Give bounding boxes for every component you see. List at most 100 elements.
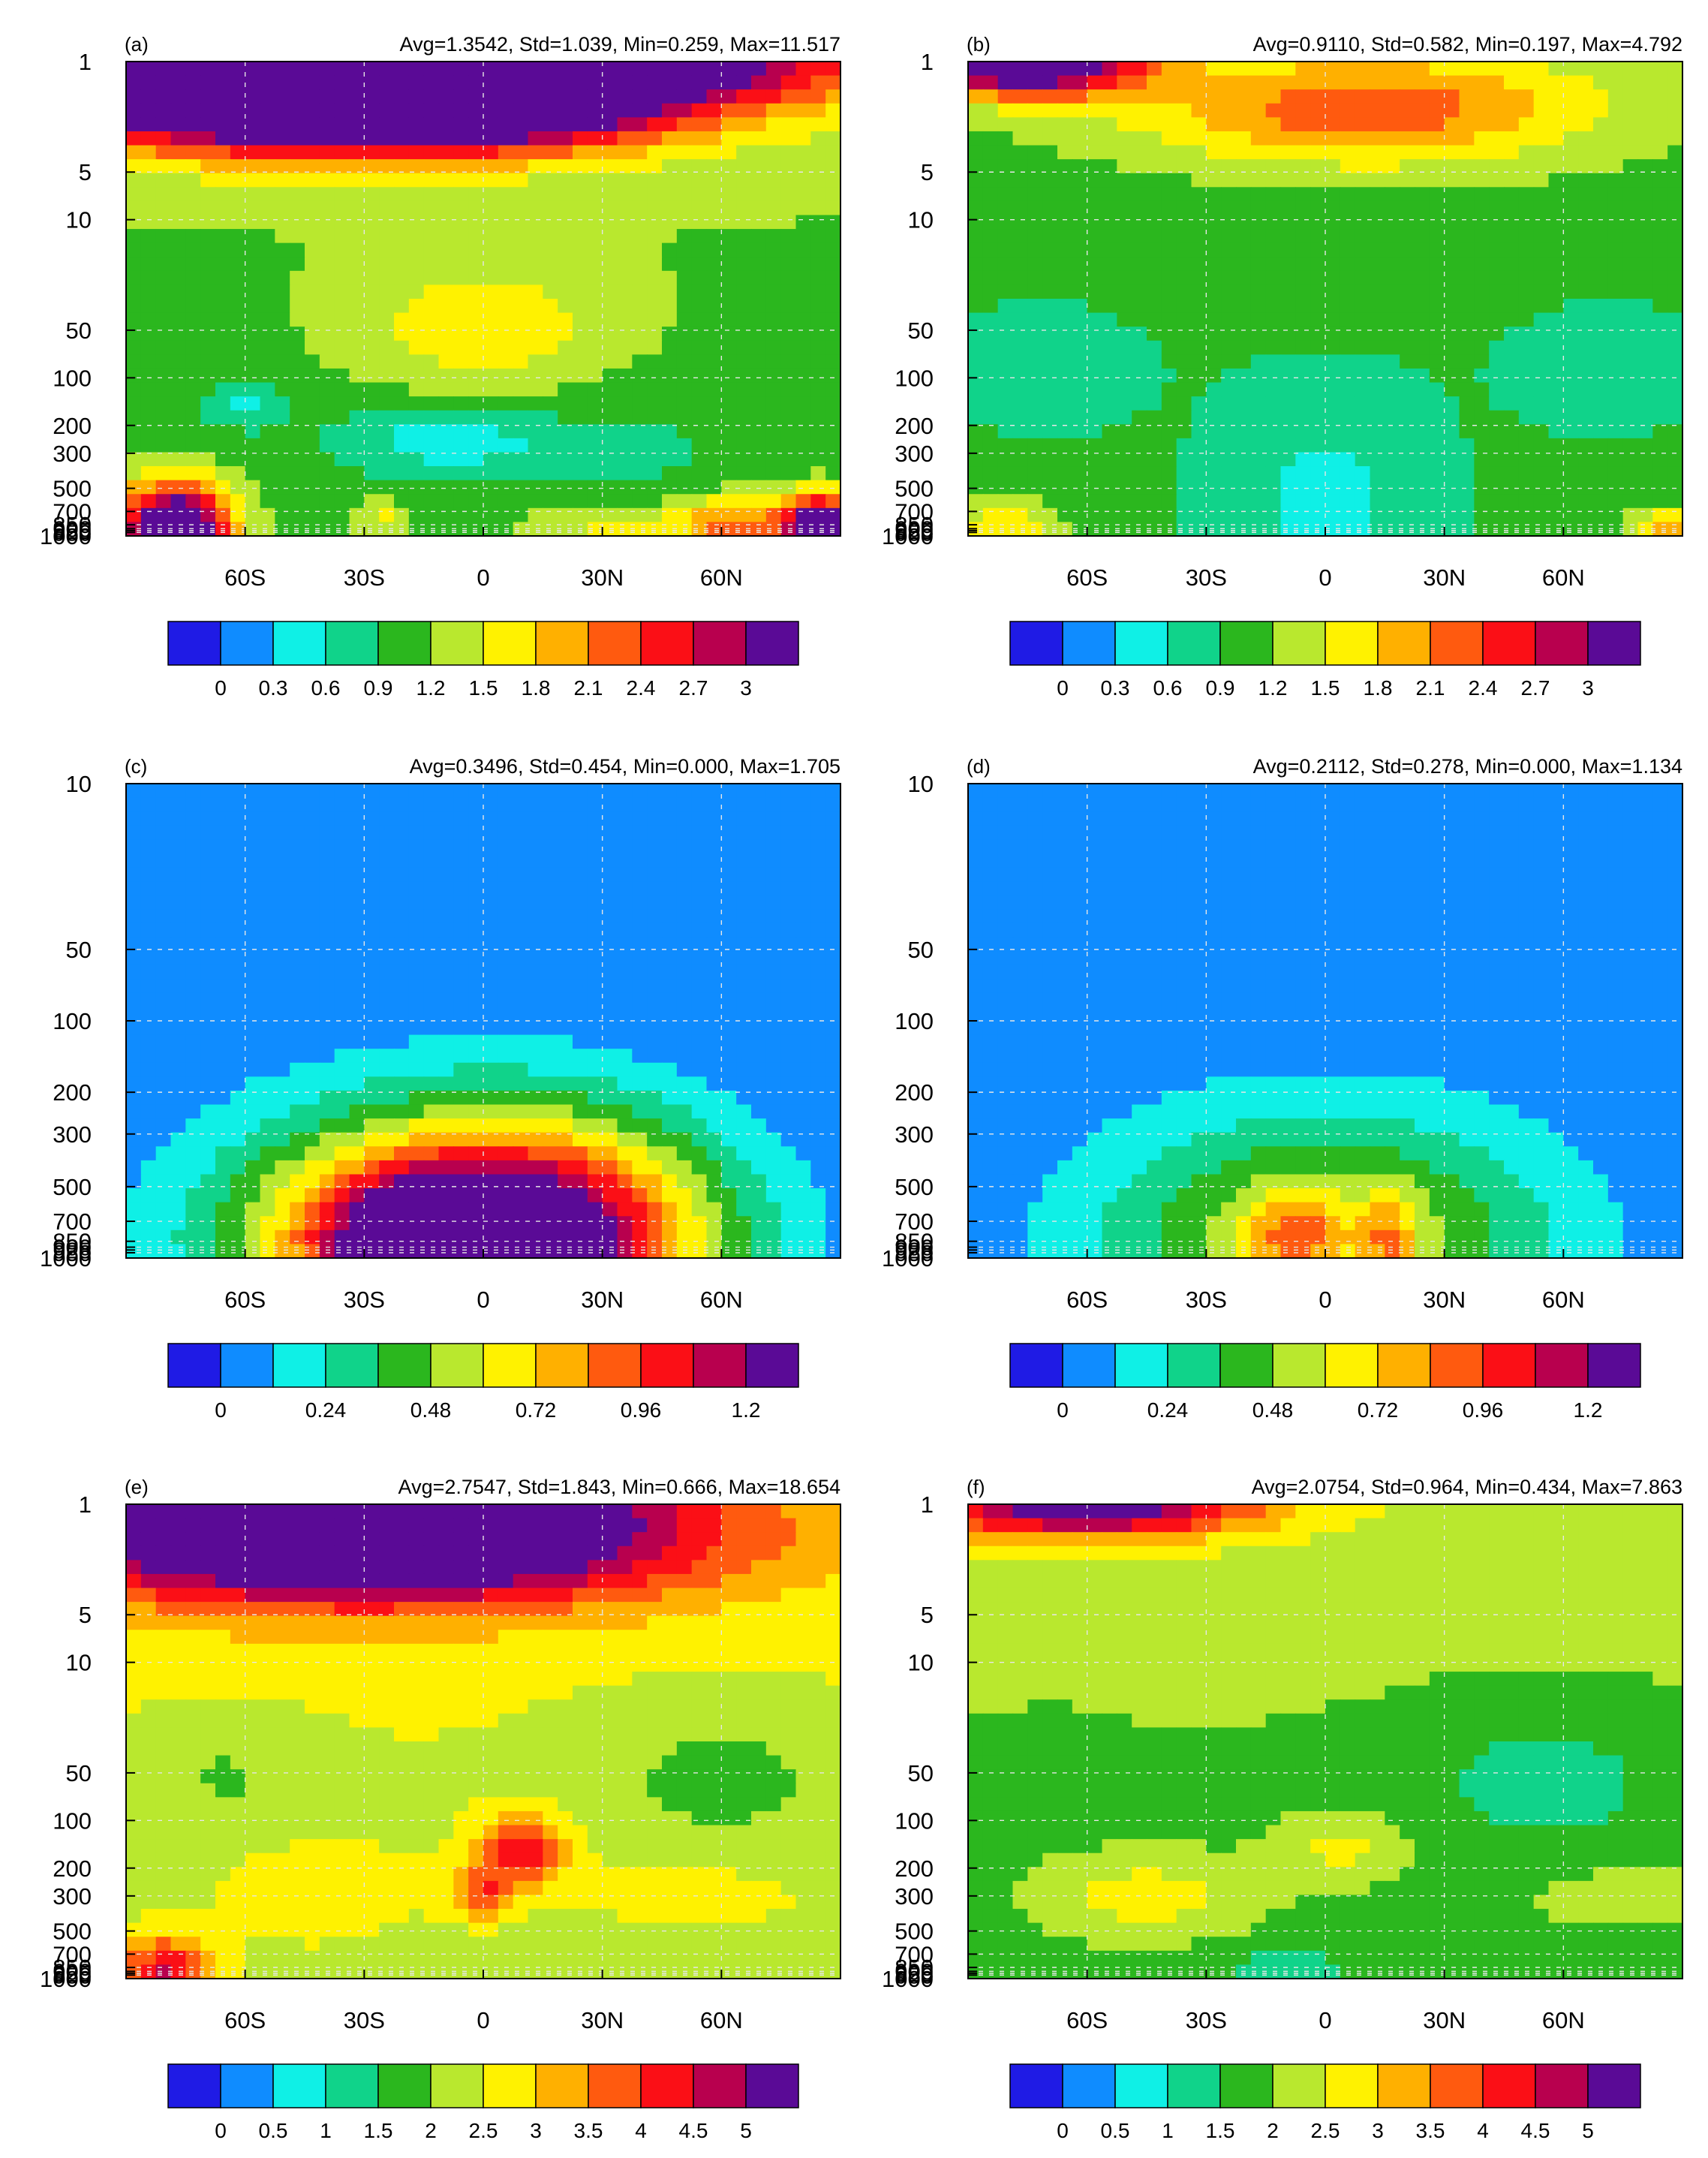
contour-cell [528,284,543,299]
contour-cell [543,187,558,202]
contour-cell [1176,410,1192,425]
contour-cell [721,867,737,882]
contour-cell [1474,75,1490,90]
contour-cell [1310,368,1326,384]
contour-cell [334,312,350,327]
contour-cell [1132,75,1147,90]
contour-cell [795,1160,811,1175]
contour-cell [528,340,543,355]
contour-cell [825,410,840,425]
contour-cell [691,1216,708,1231]
contour-cell [543,1007,558,1022]
contour-cell [810,1160,826,1175]
contour-cell [1533,480,1550,495]
contour-cell [968,340,984,355]
contour-cell [1429,410,1445,425]
contour-cell [1593,89,1609,104]
contour-cell [1325,299,1341,314]
contour-cell [1176,131,1192,146]
contour-cell [587,1146,603,1161]
contour-cell [1652,466,1668,481]
colorbar-box [535,621,589,666]
contour-cell [453,1062,469,1077]
contour-cell [1607,131,1624,146]
contour-cell [215,215,231,230]
contour-cell [706,327,722,342]
colorbar-box [1482,621,1536,666]
contour-cell [543,1188,558,1203]
contour-cell [573,299,588,314]
contour-cell [528,1160,543,1175]
contour-cell [706,145,722,160]
contour-cell [453,881,469,896]
contour-cell [334,839,350,854]
contour-cell [1459,368,1475,384]
contour-cell [795,522,811,536]
contour-cell [1027,62,1043,77]
contour-cell [1042,187,1058,202]
contour-cell [260,327,275,342]
contour-cell [1042,284,1058,299]
contour-cell [528,382,543,397]
contour-cell [676,1118,693,1133]
contour-cell [170,229,186,244]
contour-cell [1176,480,1192,495]
contour-cell [230,965,246,980]
contour-cell [1563,382,1579,397]
contour-cell [1474,284,1490,299]
contour-cell [647,368,663,384]
contour-cell [245,103,261,118]
contour-cell [751,242,767,257]
contour-cell [1102,75,1117,90]
contour-cell [185,466,201,481]
contour-cell [676,1132,693,1147]
contour-cell [394,922,410,938]
contour-cell [647,159,663,174]
contour-cell [587,396,603,411]
contour-cell [573,480,588,495]
contour-cell [602,951,618,966]
contour-cell [230,1174,246,1189]
contour-cell [305,103,320,118]
contour-cell [513,1021,529,1036]
contour-cell [1533,507,1550,523]
contour-cell [1221,494,1237,509]
contour-cell [780,1160,797,1175]
contour-cell [245,1021,261,1036]
contour-cell [1147,215,1162,230]
contour-cell [1132,312,1147,327]
contour-cell [498,1216,514,1231]
contour-cell [170,299,186,314]
contour-cell [394,117,410,132]
contour-cell [676,424,693,439]
contour-cell [1548,242,1564,257]
contour-cell [408,1229,425,1245]
contour-cell [810,131,826,146]
contour-cell [275,382,290,397]
contour-cell [1191,131,1207,146]
contour-cell [275,1049,290,1064]
contour-cell [364,1034,380,1049]
contour-cell [215,992,231,1008]
contour-cell [1012,187,1028,202]
contour-cell [1191,284,1207,299]
contour-cell [587,215,603,230]
contour-cell [706,1007,722,1022]
contour-cell [185,1034,201,1049]
contour-cell [140,1229,157,1245]
contour-cell [1607,507,1624,523]
contour-cell [997,452,1014,467]
contour-cell [155,965,172,980]
contour-cell [751,1118,767,1133]
contour-cell [543,839,558,854]
contour-cell [483,797,499,812]
contour-cell [438,784,454,799]
contour-cell [334,103,350,118]
contour-cell [1295,187,1311,202]
contour-cell [617,242,633,257]
contour-cell [1637,270,1653,286]
contour-cell [1117,117,1132,132]
contour-cell [1385,131,1400,146]
contour-cell [1265,424,1282,439]
contour-cell [602,895,618,910]
